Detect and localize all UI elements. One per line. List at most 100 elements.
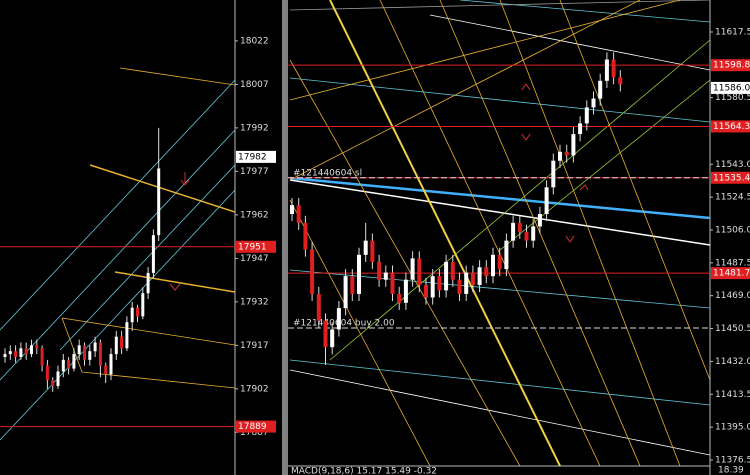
y-tick-label: 11487.5 xyxy=(715,258,750,268)
candle-body xyxy=(403,279,408,303)
channel-line xyxy=(0,189,235,441)
candle-body xyxy=(350,276,355,294)
candle-body xyxy=(343,276,348,309)
candle-body xyxy=(56,371,60,386)
candle-body xyxy=(93,342,97,352)
y-tick-label: 11543.0 xyxy=(715,160,750,170)
current-price-box xyxy=(711,81,750,94)
candle-body xyxy=(98,342,102,366)
level-label: 11564.3 xyxy=(713,122,750,132)
candle-body xyxy=(464,272,469,294)
panel-separator xyxy=(282,0,288,475)
candle-body xyxy=(558,151,562,161)
candle-body xyxy=(578,123,583,135)
trend-line xyxy=(289,369,710,456)
candle-body xyxy=(524,231,529,241)
fib-fan xyxy=(289,59,521,466)
order-label: #121440604 buy 2.00 xyxy=(293,319,395,329)
y-tick-label: 17992 xyxy=(240,123,269,133)
y-tick-label: 18007 xyxy=(240,80,269,90)
candle-body xyxy=(450,261,455,280)
candle-body xyxy=(417,258,422,286)
level-label: 17889 xyxy=(238,422,267,432)
candle-body xyxy=(564,151,569,156)
candle-body xyxy=(35,345,39,349)
candle-body xyxy=(151,235,155,273)
candle-body xyxy=(109,354,113,375)
candle-body xyxy=(604,59,609,81)
level-box xyxy=(236,240,276,253)
fib-line xyxy=(114,271,235,293)
arrow-icon xyxy=(169,172,190,291)
y-tick-label: 18022 xyxy=(240,36,269,46)
candle-body xyxy=(24,348,28,355)
fib-line xyxy=(89,164,235,213)
y-tick-label: 11617.5 xyxy=(715,27,750,37)
channel-line xyxy=(0,129,235,381)
candle-body xyxy=(357,254,361,294)
candle-body xyxy=(146,272,150,294)
channel-line xyxy=(59,164,235,351)
channel-line xyxy=(289,77,710,123)
y-tick-label: 11413.5 xyxy=(715,390,750,400)
channel-line xyxy=(0,79,235,331)
candle-body xyxy=(316,293,321,321)
candle-body xyxy=(511,222,516,241)
y-tick-label: 17887 xyxy=(240,428,269,438)
fib-fan xyxy=(289,0,681,101)
candle-body xyxy=(410,258,415,280)
y-tick-label: 11506.0 xyxy=(715,225,750,235)
candle-body xyxy=(370,240,375,262)
candle-body xyxy=(83,345,86,360)
y-tick-label: 17917 xyxy=(240,341,269,351)
candle-body xyxy=(30,345,33,355)
y-tick-label: 17947 xyxy=(240,254,269,264)
candle-body xyxy=(310,249,315,294)
candle-body xyxy=(390,272,395,294)
y-tick-label: 11469.0 xyxy=(715,291,750,301)
candle-body xyxy=(157,168,161,236)
candle-body xyxy=(611,59,616,78)
candle-body xyxy=(19,348,23,357)
candle-body xyxy=(491,254,495,277)
order-label: #121440604 sl xyxy=(293,168,362,178)
candle-body xyxy=(584,107,589,124)
candle-body xyxy=(72,354,76,369)
candle-body xyxy=(424,285,428,298)
fib-fan xyxy=(499,0,681,466)
candle-body xyxy=(397,293,402,303)
fib-fan xyxy=(559,0,710,381)
y-tick-label: 11524.5 xyxy=(715,193,750,203)
candle-body xyxy=(457,279,462,294)
y-tick-label: 11376.5 xyxy=(715,455,750,465)
fib-fan xyxy=(289,199,431,466)
candle-body xyxy=(77,345,81,355)
candle-body xyxy=(571,134,576,156)
fan-line xyxy=(329,39,710,361)
candle-body xyxy=(120,336,124,349)
trend-line xyxy=(429,14,710,71)
current-price-label: 11586.0 xyxy=(713,83,750,93)
candle-body xyxy=(517,222,522,232)
candle-body xyxy=(67,359,71,369)
current-price-box xyxy=(236,150,276,163)
level-label: 17951 xyxy=(238,242,267,252)
candle-body xyxy=(303,222,308,250)
candle-body xyxy=(537,213,542,227)
candle-body xyxy=(104,365,108,375)
y-tick-label: 17902 xyxy=(240,384,269,394)
candle-body xyxy=(114,336,118,355)
level-label: 11598.8 xyxy=(713,61,750,71)
candle-body xyxy=(330,329,335,348)
candle-body xyxy=(551,160,556,188)
level-box xyxy=(711,59,750,72)
channel-line xyxy=(289,359,710,406)
level-label: 11481.7 xyxy=(713,269,750,279)
candle-body xyxy=(51,380,55,386)
candle-body xyxy=(40,348,44,366)
y-tick-label: 11580.5 xyxy=(715,93,750,103)
candle-body xyxy=(598,80,603,99)
candle-body xyxy=(45,365,49,381)
